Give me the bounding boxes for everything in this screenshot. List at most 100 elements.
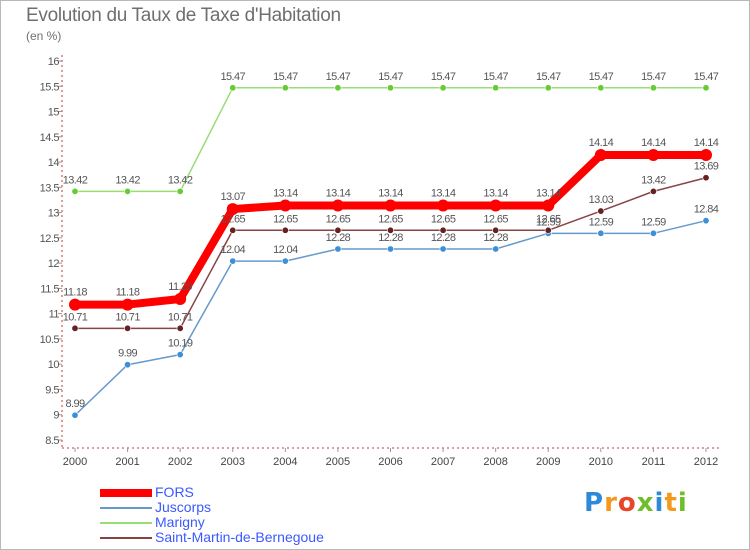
data-label: 15.47: [536, 71, 561, 83]
data-label: 12.59: [589, 216, 614, 228]
data-point: [229, 226, 237, 234]
data-point: [384, 199, 397, 212]
x-tick-label: 2010: [589, 456, 613, 468]
data-label: 15.47: [431, 71, 456, 83]
data-point: [124, 187, 132, 195]
data-label: 12.04: [220, 244, 245, 256]
y-tick-label: 9.5: [45, 384, 59, 396]
data-label: 13.42: [63, 174, 88, 186]
data-point: [334, 245, 342, 253]
logo-letter: t: [664, 488, 678, 518]
data-point: [124, 361, 132, 369]
data-label: 12.28: [378, 232, 403, 244]
legend-swatch: [100, 489, 152, 497]
data-point: [229, 84, 237, 92]
data-label: 15.47: [694, 71, 719, 83]
legend-label: Saint-Martin-de-Bernegoue: [155, 529, 324, 545]
x-tick-label: 2004: [273, 456, 297, 468]
y-tick-label: 12: [48, 258, 60, 270]
data-point: [176, 351, 184, 359]
x-tick-label: 2009: [536, 456, 560, 468]
y-tick-label: 16: [48, 56, 60, 68]
data-point: [594, 148, 607, 161]
x-tick-label: 2003: [221, 456, 245, 468]
data-point: [176, 187, 184, 195]
y-tick-label: 13: [48, 208, 60, 220]
data-point: [281, 257, 289, 265]
data-label: 11.18: [63, 287, 87, 299]
data-point: [174, 293, 187, 306]
data-label: 13.14: [483, 188, 508, 200]
data-point: [597, 84, 605, 92]
data-label: 13.14: [326, 188, 351, 200]
data-label: 12.65: [326, 213, 351, 225]
x-tick-label: 2007: [431, 456, 455, 468]
data-label: 13.69: [694, 161, 719, 173]
data-label: 11.18: [116, 287, 140, 299]
data-label: 12.65: [431, 213, 456, 225]
x-tick-label: 2008: [483, 456, 507, 468]
y-tick-label: 10: [48, 359, 60, 371]
data-point: [439, 245, 447, 253]
legend-label: Juscorps: [155, 499, 212, 515]
data-point: [439, 84, 447, 92]
data-label: 14.14: [641, 137, 666, 149]
x-tick-label: 2002: [168, 456, 192, 468]
data-point: [492, 226, 500, 234]
data-label: 15.47: [326, 71, 351, 83]
data-point: [702, 84, 710, 92]
data-point: [544, 84, 552, 92]
data-point: [700, 148, 712, 161]
data-label: 13.14: [431, 188, 456, 200]
data-point: [437, 199, 450, 212]
y-tick-label: 8.5: [45, 435, 59, 447]
data-label: 10.71: [115, 311, 140, 323]
logo-letter: r: [604, 488, 618, 518]
data-point: [492, 84, 500, 92]
data-point: [386, 84, 394, 92]
data-point: [649, 187, 657, 195]
data-label: 12.28: [483, 232, 508, 244]
y-tick-label: 11.5: [40, 283, 59, 295]
data-label: 10.71: [63, 311, 88, 323]
data-label: 13.14: [536, 188, 561, 200]
data-point: [649, 84, 657, 92]
data-point: [279, 199, 292, 212]
axes: 8.599.51010.51111.51212.51313.51414.5151…: [40, 55, 722, 468]
y-tick-label: 11: [49, 309, 60, 321]
legend-swatch: [100, 537, 152, 539]
logo-letter: P: [584, 488, 605, 518]
data-point: [489, 199, 502, 212]
data-point: [121, 298, 134, 311]
legend-swatch: [100, 507, 152, 509]
x-tick-label: 2006: [378, 456, 402, 468]
data-point: [281, 84, 289, 92]
logo-letter: x: [636, 488, 655, 518]
y-tick-label: 14.5: [40, 132, 60, 144]
data-point: [647, 148, 660, 161]
data-point: [439, 226, 447, 234]
logo-letter: i: [677, 488, 688, 518]
data-label: 12.04: [273, 244, 298, 256]
data-point: [71, 187, 79, 195]
data-point: [702, 174, 710, 182]
data-label: 12.59: [641, 216, 666, 228]
data-label: 12.59: [536, 216, 561, 228]
data-label: 8.99: [65, 398, 84, 410]
data-label: 14.14: [694, 137, 719, 149]
data-label: 12.84: [694, 204, 719, 216]
data-point: [334, 84, 342, 92]
logo-letter: i: [654, 488, 665, 518]
data-point: [331, 199, 344, 212]
y-tick-label: 14: [48, 157, 60, 169]
x-tick-label: 2005: [326, 456, 350, 468]
y-tick-label: 12.5: [40, 233, 60, 245]
data-label: 10.71: [168, 311, 193, 323]
data-point: [281, 226, 289, 234]
data-label: 13.07: [220, 191, 245, 203]
chart-title: Evolution du Taux de Taxe d'Habitation: [26, 5, 341, 26]
data-point: [71, 411, 79, 419]
data-label: 10.19: [168, 338, 193, 350]
data-point: [334, 226, 342, 234]
